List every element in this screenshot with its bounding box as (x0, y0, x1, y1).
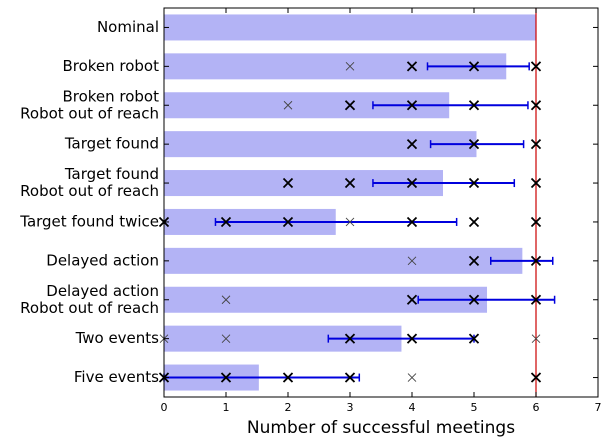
x-tick-label: 0 (161, 401, 168, 414)
y-tick-label: Target found (64, 135, 159, 153)
y-tick-label: Nominal (97, 18, 159, 36)
bar (164, 248, 522, 274)
marker (408, 374, 416, 382)
x-tick-label: 7 (595, 401, 601, 414)
y-tick-label: Five events (74, 368, 159, 386)
y-tick-label: Broken robot (62, 87, 159, 105)
y-tick-label: Robot out of reach (20, 299, 159, 317)
x-tick-label: 1 (223, 401, 230, 414)
y-tick-label: Robot out of reach (20, 104, 159, 122)
y-tick-label: Delayed action (46, 251, 159, 269)
x-tick-label: 4 (409, 401, 416, 414)
marker (470, 217, 479, 226)
x-tick-label: 3 (347, 401, 354, 414)
y-tick-label: Delayed action (46, 282, 159, 300)
y-tick-label: Target found twice (19, 212, 159, 230)
x-tick-label: 5 (471, 401, 478, 414)
bar (164, 131, 476, 157)
x-tick-label: 6 (533, 401, 540, 414)
y-tick-label: Target found (64, 165, 159, 183)
y-tick-label: Two events (75, 329, 160, 347)
x-tick-label: 2 (285, 401, 292, 414)
bar (164, 14, 536, 40)
x-axis-label: Number of successful meetings (247, 418, 515, 437)
y-tick-label: Broken robot (62, 57, 159, 75)
y-tick-label: Robot out of reach (20, 182, 159, 200)
